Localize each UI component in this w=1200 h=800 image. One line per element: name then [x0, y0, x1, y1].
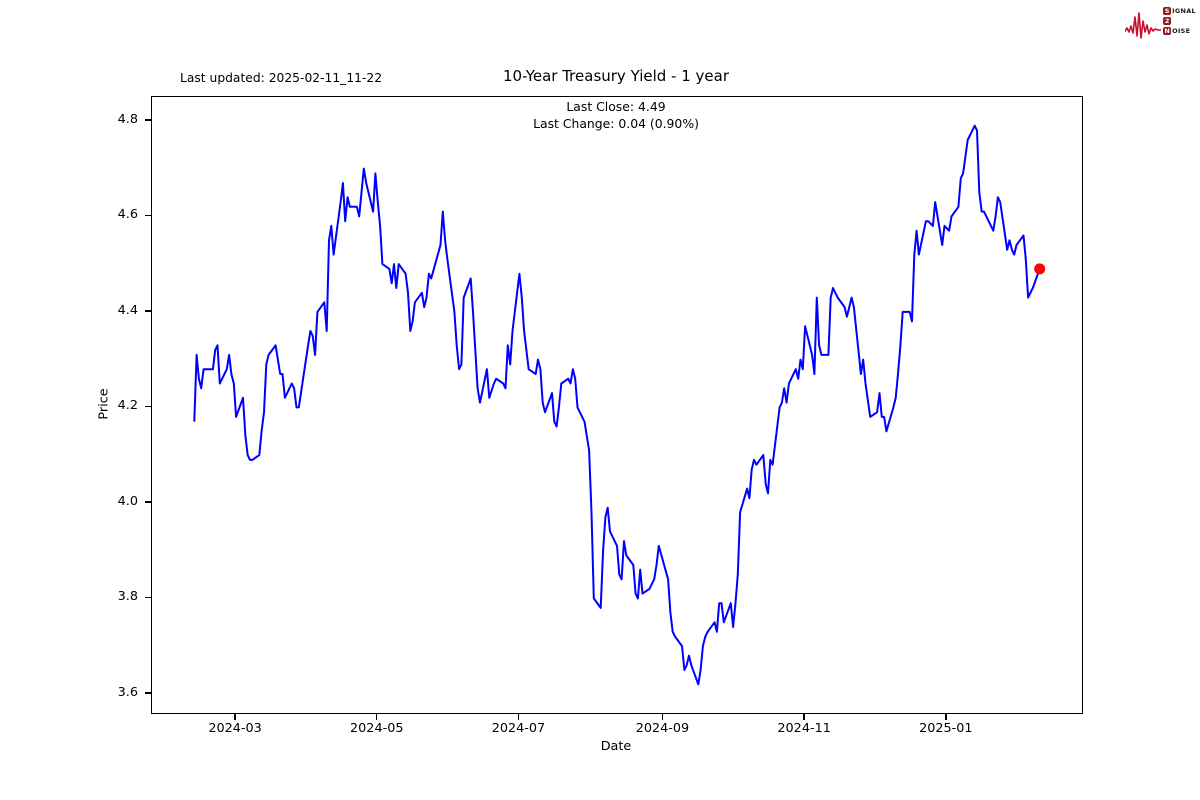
price-line [193, 124, 1041, 686]
y-tick-label: 3.8 [117, 589, 138, 605]
y-tick-label: 4.2 [117, 398, 138, 414]
last-close-text: Last Close: 4.49 [566, 99, 666, 114]
x-tick-label: 2024-11 [777, 721, 831, 736]
y-tick-label: 4.6 [117, 207, 138, 223]
y-tick-mark [145, 310, 151, 312]
y-tick-mark [145, 596, 151, 599]
y-tick-mark [145, 501, 151, 503]
y-tick-label: 4.4 [117, 302, 138, 318]
x-tick-label: 2025-01 [919, 721, 973, 736]
y-tick-mark [145, 119, 151, 121]
y-tick-label: 4.8 [117, 111, 138, 127]
x-axis-label: Date [600, 739, 632, 754]
chart-title: 10-Year Treasury Yield - 1 year [502, 67, 730, 85]
chart-subtitle: Last Close: 4.49 Last Change: 0.04 (0.90… [533, 99, 699, 132]
x-tick-label: 2024-07 [491, 721, 546, 736]
logo-rest-ignal: IGNAL [1172, 6, 1196, 15]
logo-badge-s: S [1163, 6, 1172, 15]
y-tick-mark [145, 405, 151, 408]
x-tick-mark [376, 713, 378, 720]
logo-text: S IGNAL 2 N OISE [1163, 6, 1196, 35]
x-tick-mark [661, 713, 664, 720]
x-tick-mark [234, 713, 236, 720]
logo-badge-2: 2 [1163, 16, 1172, 25]
x-tick-label: 2024-09 [635, 721, 690, 736]
y-tick-label: 3.6 [117, 684, 138, 700]
last-price-dot [1034, 263, 1046, 275]
logo-rest-oise: OISE [1172, 26, 1191, 35]
last-change-text: Last Change: 0.04 (0.90%) [533, 115, 699, 131]
logo-badge-n: N [1163, 26, 1172, 35]
last-updated-text: Last updated: 2025-02-11_11-22 [180, 71, 383, 85]
y-tick-label: 4.0 [117, 493, 138, 509]
x-tick-mark [517, 713, 520, 720]
y-tick-mark [145, 214, 151, 217]
signal2noise-logo: S IGNAL 2 N OISE [1125, 6, 1196, 40]
x-tick-label: 2024-05 [350, 721, 404, 736]
logo-row-2: 2 [1163, 16, 1196, 25]
x-tick-mark [803, 713, 805, 720]
y-tick-mark [145, 692, 151, 694]
y-axis-label: Price [96, 388, 112, 420]
heartbeat-waveform-icon [1125, 12, 1162, 39]
plot-area [151, 96, 1083, 714]
price-line-chart [193, 124, 1046, 686]
logo-row-noise: N OISE [1163, 26, 1196, 35]
x-tick-mark [945, 713, 947, 720]
logo-row-signal: S IGNAL [1163, 6, 1196, 15]
x-tick-label: 2024-03 [208, 721, 262, 736]
